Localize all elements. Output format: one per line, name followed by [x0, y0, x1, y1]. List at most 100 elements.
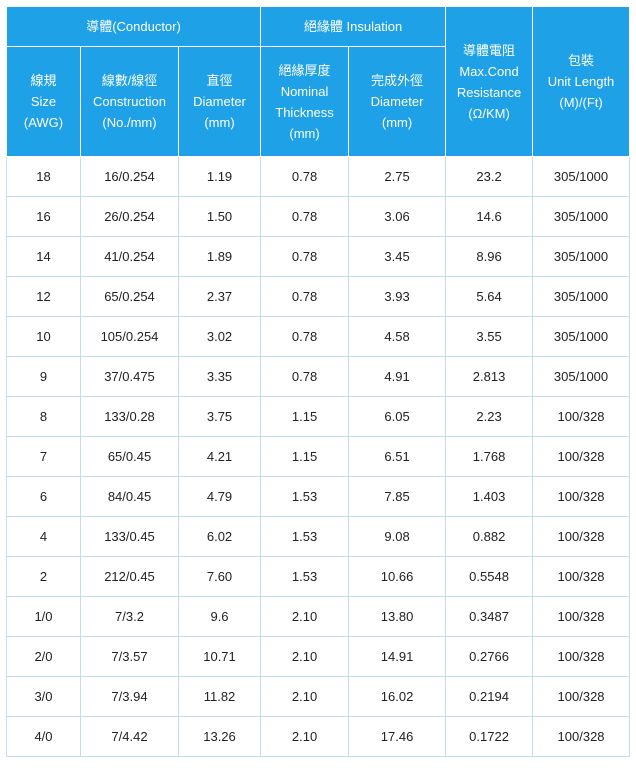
conductor-diameter-cell: 3.75: [177, 396, 262, 437]
size-cell: 12: [6, 276, 81, 317]
unit-length-cell: 100/328: [532, 436, 631, 477]
size-cell: 16: [6, 196, 81, 237]
conductor-diameter-cell: 4.21: [177, 436, 262, 477]
construction-cell: 84/0.45: [80, 476, 179, 517]
resistance-cell: 23.2: [445, 156, 534, 197]
conductor-diameter-cell: 3.02: [177, 316, 262, 357]
unit-length-cell: 305/1000: [532, 276, 631, 317]
resistance-cell: 1.768: [445, 436, 534, 477]
conductor-diameter-cell: 1.50: [177, 196, 262, 237]
outer-diameter-cell: 16.02: [348, 676, 447, 717]
resistance-cell: 3.55: [445, 316, 534, 357]
resistance-cell: 0.2766: [445, 636, 534, 677]
header-resistance-line: Max.Cond: [459, 63, 519, 79]
header-size-line: Size: [30, 94, 57, 109]
thickness-cell: 2.10: [260, 676, 350, 717]
table-row: 14 41/0.254 1.89 0.78 3.45 8.96 305/1000: [6, 236, 631, 277]
header-size: 線規 Size (AWG): [6, 46, 81, 157]
header-thickness: 絕緣厚度 Nominal Thickness (mm): [260, 46, 350, 157]
resistance-cell: 0.5548: [445, 556, 534, 597]
outer-diameter-cell: 4.58: [348, 316, 447, 357]
header-resistance-line: (Ω/KM): [468, 105, 510, 121]
header-packing-line: Unit Length: [547, 74, 615, 89]
construction-cell: 41/0.254: [80, 236, 179, 277]
header-resistance-line: Resistance: [456, 84, 522, 100]
table-row: 2 212/0.45 7.60 1.53 10.66 0.5548 100/328: [6, 556, 631, 597]
unit-length-cell: 100/328: [532, 396, 631, 437]
outer-diameter-cell: 6.51: [348, 436, 447, 477]
outer-diameter-cell: 3.93: [348, 276, 447, 317]
header-conductor-group: 導體(Conductor): [5, 6, 262, 47]
size-cell: 18: [6, 156, 81, 197]
construction-cell: 105/0.254: [80, 316, 179, 357]
size-cell: 4: [6, 516, 81, 557]
construction-cell: 7/4.42: [80, 716, 179, 757]
construction-cell: 212/0.45: [80, 556, 179, 597]
size-cell: 9: [6, 356, 81, 397]
header-packing-line: (M)/(Ft): [559, 95, 603, 110]
outer-diameter-cell: 3.45: [348, 236, 447, 277]
resistance-cell: 0.1722: [445, 716, 534, 757]
conductor-diameter-cell: 7.60: [177, 556, 262, 597]
construction-cell: 65/0.45: [80, 436, 179, 477]
header-size-line: 線規: [30, 73, 57, 88]
table-header: 導體(Conductor) 絕緣體 Insulation 導體電阻 Max.Co…: [5, 6, 631, 157]
size-cell: 1/0: [6, 596, 81, 637]
outer-diameter-cell: 14.91: [348, 636, 447, 677]
construction-cell: 7/3.94: [80, 676, 179, 717]
thickness-cell: 0.78: [260, 276, 350, 317]
table-row: 7 65/0.45 4.21 1.15 6.51 1.768 100/328: [6, 436, 631, 477]
header-conductor-diameter-line: (mm): [204, 115, 235, 130]
header-outer-diameter-line: 完成外徑: [371, 73, 424, 88]
unit-length-cell: 100/328: [532, 636, 631, 677]
conductor-diameter-cell: 1.89: [177, 236, 262, 277]
construction-cell: 26/0.254: [80, 196, 179, 237]
resistance-cell: 0.2194: [445, 676, 534, 717]
unit-length-cell: 305/1000: [532, 156, 631, 197]
table-row: 12 65/0.254 2.37 0.78 3.93 5.64 305/1000: [6, 276, 631, 317]
header-row-columns: 線規 Size (AWG) 線數/線徑 Construction (No./mm…: [6, 46, 630, 157]
header-conductor-diameter: 直徑 Diameter (mm): [177, 46, 262, 157]
header-packing-line: 包裝: [568, 53, 595, 68]
thickness-cell: 1.53: [260, 556, 350, 597]
conductor-diameter-cell: 3.35: [177, 356, 262, 397]
construction-cell: 133/0.45: [80, 516, 179, 557]
table-row: 10 105/0.254 3.02 0.78 4.58 3.55 305/1000: [6, 316, 631, 357]
outer-diameter-cell: 6.05: [348, 396, 447, 437]
cable-spec-table: 導體(Conductor) 絕緣體 Insulation 導體電阻 Max.Co…: [5, 6, 631, 757]
thickness-cell: 2.10: [260, 636, 350, 677]
construction-cell: 16/0.254: [80, 156, 179, 197]
header-construction-line: (No./mm): [102, 115, 157, 130]
header-conductor-diameter-line: 直徑: [206, 73, 233, 88]
construction-cell: 37/0.475: [80, 356, 179, 397]
conductor-diameter-cell: 1.19: [177, 156, 262, 197]
header-insulation-group: 絕緣體 Insulation: [260, 6, 447, 47]
header-row-group: 導體(Conductor) 絕緣體 Insulation 導體電阻 Max.Co…: [5, 6, 631, 157]
unit-length-cell: 100/328: [532, 596, 631, 637]
thickness-cell: 1.15: [260, 436, 350, 477]
conductor-diameter-cell: 13.26: [177, 716, 262, 757]
resistance-cell: 2.813: [445, 356, 534, 397]
unit-length-cell: 100/328: [532, 716, 631, 757]
thickness-cell: 0.78: [260, 316, 350, 357]
header-resistance-line: 導體電阻: [463, 42, 516, 58]
thickness-cell: 1.53: [260, 476, 350, 517]
outer-diameter-cell: 10.66: [348, 556, 447, 597]
header-thickness-line: Nominal: [280, 83, 329, 99]
table-row: 4 133/0.45 6.02 1.53 9.08 0.882 100/328: [6, 516, 631, 557]
unit-length-cell: 305/1000: [532, 236, 631, 277]
header-size-line: (AWG): [23, 115, 64, 130]
header-conductor-diameter-line: Diameter: [193, 94, 246, 109]
size-cell: 10: [6, 316, 81, 357]
thickness-cell: 1.53: [260, 516, 350, 557]
size-cell: 8: [6, 396, 81, 437]
resistance-cell: 0.3487: [445, 596, 534, 637]
header-construction-line: Construction: [93, 94, 166, 109]
resistance-cell: 0.882: [445, 516, 534, 557]
construction-cell: 133/0.28: [80, 396, 179, 437]
thickness-cell: 2.10: [260, 596, 350, 637]
construction-cell: 65/0.254: [80, 276, 179, 317]
unit-length-cell: 305/1000: [532, 356, 631, 397]
size-cell: 3/0: [6, 676, 81, 717]
table-row: 16 26/0.254 1.50 0.78 3.06 14.6 305/1000: [6, 196, 631, 237]
